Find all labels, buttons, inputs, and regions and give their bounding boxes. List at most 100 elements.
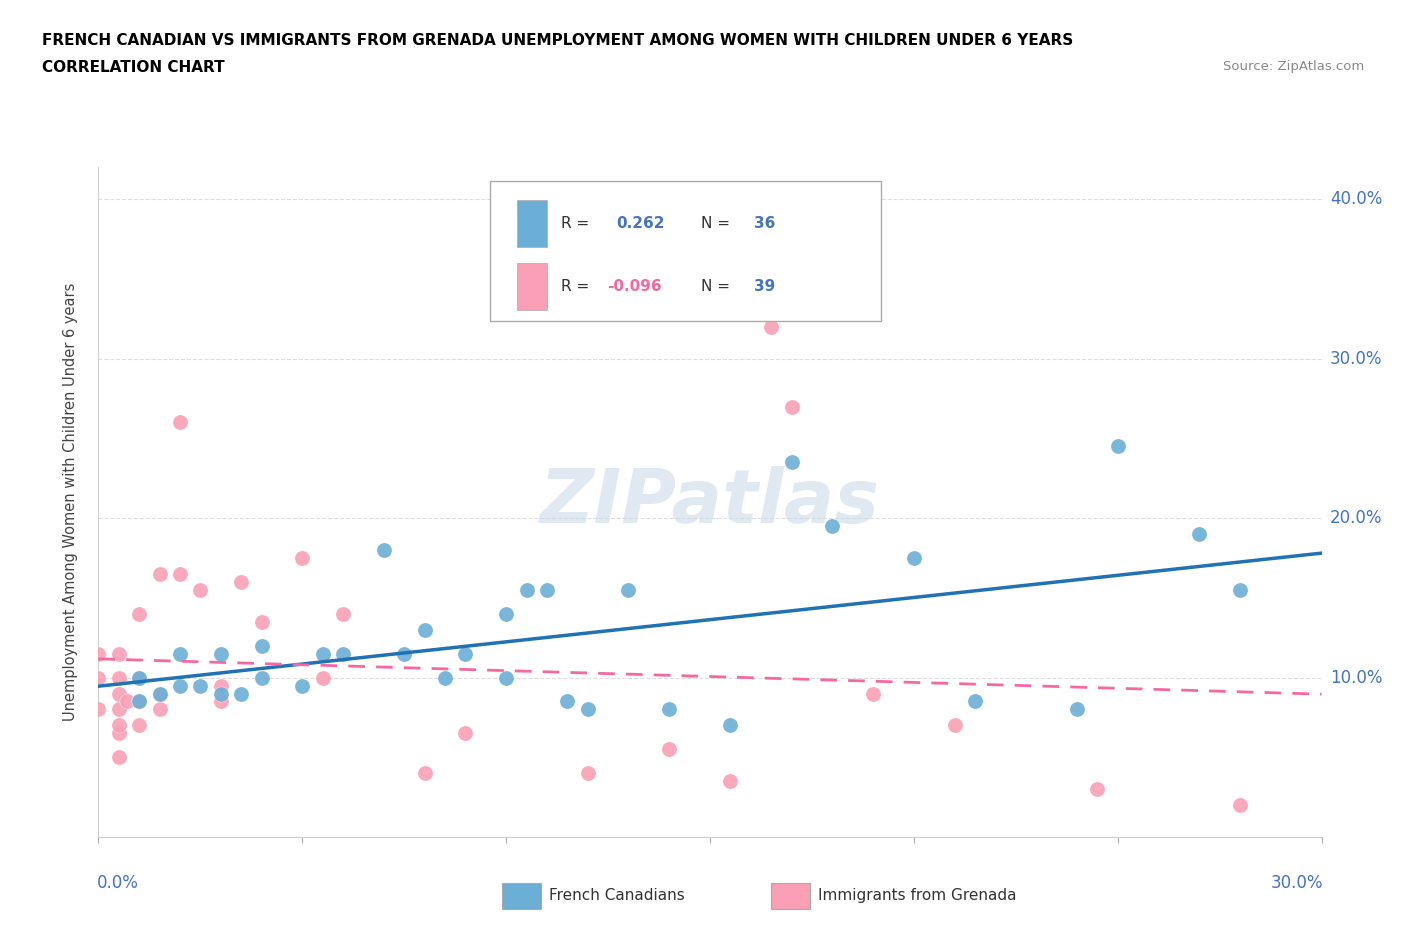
Text: 30.0%: 30.0% xyxy=(1271,874,1323,892)
FancyBboxPatch shape xyxy=(772,884,810,909)
Point xyxy=(658,742,681,757)
Point xyxy=(209,678,232,693)
Text: R =: R = xyxy=(561,216,593,231)
Y-axis label: Unemployment Among Women with Children Under 6 years: Unemployment Among Women with Children U… xyxy=(63,283,77,722)
Point xyxy=(1107,439,1129,454)
Point xyxy=(108,686,131,701)
Point xyxy=(576,765,599,780)
Text: 39: 39 xyxy=(754,279,775,294)
Text: 20.0%: 20.0% xyxy=(1330,509,1382,527)
Point xyxy=(332,646,354,661)
Point xyxy=(454,646,477,661)
Point xyxy=(169,415,191,430)
FancyBboxPatch shape xyxy=(517,200,547,246)
Text: Immigrants from Grenada: Immigrants from Grenada xyxy=(818,888,1017,903)
Point xyxy=(413,622,436,637)
Text: CORRELATION CHART: CORRELATION CHART xyxy=(42,60,225,75)
Point xyxy=(943,718,966,733)
Point xyxy=(231,575,253,590)
Point xyxy=(312,646,335,661)
Point xyxy=(87,646,110,661)
Point xyxy=(149,566,172,581)
Point xyxy=(209,686,232,701)
Text: N =: N = xyxy=(702,279,735,294)
FancyBboxPatch shape xyxy=(517,263,547,311)
Point xyxy=(128,606,150,621)
Point xyxy=(555,694,579,709)
Point xyxy=(617,582,640,597)
FancyBboxPatch shape xyxy=(502,884,541,909)
Point xyxy=(392,646,416,661)
Text: N =: N = xyxy=(702,216,735,231)
Text: -0.096: -0.096 xyxy=(607,279,662,294)
Point xyxy=(821,519,844,534)
Point xyxy=(312,671,335,685)
Text: French Canadians: French Canadians xyxy=(548,888,685,903)
Point xyxy=(780,455,803,470)
Text: 40.0%: 40.0% xyxy=(1330,191,1382,208)
Point xyxy=(128,671,150,685)
Point xyxy=(576,702,599,717)
Point xyxy=(495,671,517,685)
Point xyxy=(87,702,110,717)
Text: R =: R = xyxy=(561,279,593,294)
Text: 0.0%: 0.0% xyxy=(97,874,139,892)
Text: 0.262: 0.262 xyxy=(616,216,665,231)
Point xyxy=(169,646,191,661)
Point xyxy=(108,750,131,764)
Point xyxy=(718,718,742,733)
Point xyxy=(108,702,131,717)
Point xyxy=(250,638,273,653)
Point xyxy=(108,726,131,741)
Point xyxy=(516,582,538,597)
Point xyxy=(128,718,150,733)
Text: 36: 36 xyxy=(754,216,776,231)
Point xyxy=(149,702,172,717)
Point xyxy=(862,686,884,701)
Point xyxy=(250,671,273,685)
Point xyxy=(454,726,477,741)
Point xyxy=(291,678,314,693)
Text: 10.0%: 10.0% xyxy=(1330,669,1382,686)
Point xyxy=(108,646,131,661)
Text: ZIPatlas: ZIPatlas xyxy=(540,466,880,538)
Point xyxy=(209,646,232,661)
Point xyxy=(1066,702,1088,717)
Point xyxy=(188,678,212,693)
Point xyxy=(536,582,558,597)
Point xyxy=(188,582,212,597)
Point xyxy=(128,671,150,685)
Point xyxy=(718,774,742,789)
Text: FRENCH CANADIAN VS IMMIGRANTS FROM GRENADA UNEMPLOYMENT AMONG WOMEN WITH CHILDRE: FRENCH CANADIAN VS IMMIGRANTS FROM GRENA… xyxy=(42,33,1073,47)
Text: Source: ZipAtlas.com: Source: ZipAtlas.com xyxy=(1223,60,1364,73)
Point xyxy=(169,566,191,581)
Point xyxy=(250,615,273,630)
Point xyxy=(434,671,457,685)
Point xyxy=(128,694,150,709)
Point xyxy=(149,686,172,701)
Point xyxy=(169,678,191,693)
Point xyxy=(209,694,232,709)
Point xyxy=(780,399,803,414)
Point xyxy=(1229,798,1251,813)
Point xyxy=(658,702,681,717)
FancyBboxPatch shape xyxy=(489,180,882,322)
Point xyxy=(413,765,436,780)
Point xyxy=(332,606,354,621)
Point xyxy=(373,542,395,557)
Point xyxy=(87,671,110,685)
Point xyxy=(761,319,783,334)
Point xyxy=(108,671,131,685)
Point xyxy=(1188,526,1211,541)
Point xyxy=(128,694,150,709)
Point xyxy=(1085,782,1108,797)
Point xyxy=(495,606,517,621)
Point xyxy=(231,686,253,701)
Point xyxy=(965,694,987,709)
Point xyxy=(108,718,131,733)
Point xyxy=(291,551,314,565)
Point xyxy=(149,686,172,701)
Point xyxy=(115,694,138,709)
Point xyxy=(903,551,925,565)
Text: 30.0%: 30.0% xyxy=(1330,350,1382,367)
